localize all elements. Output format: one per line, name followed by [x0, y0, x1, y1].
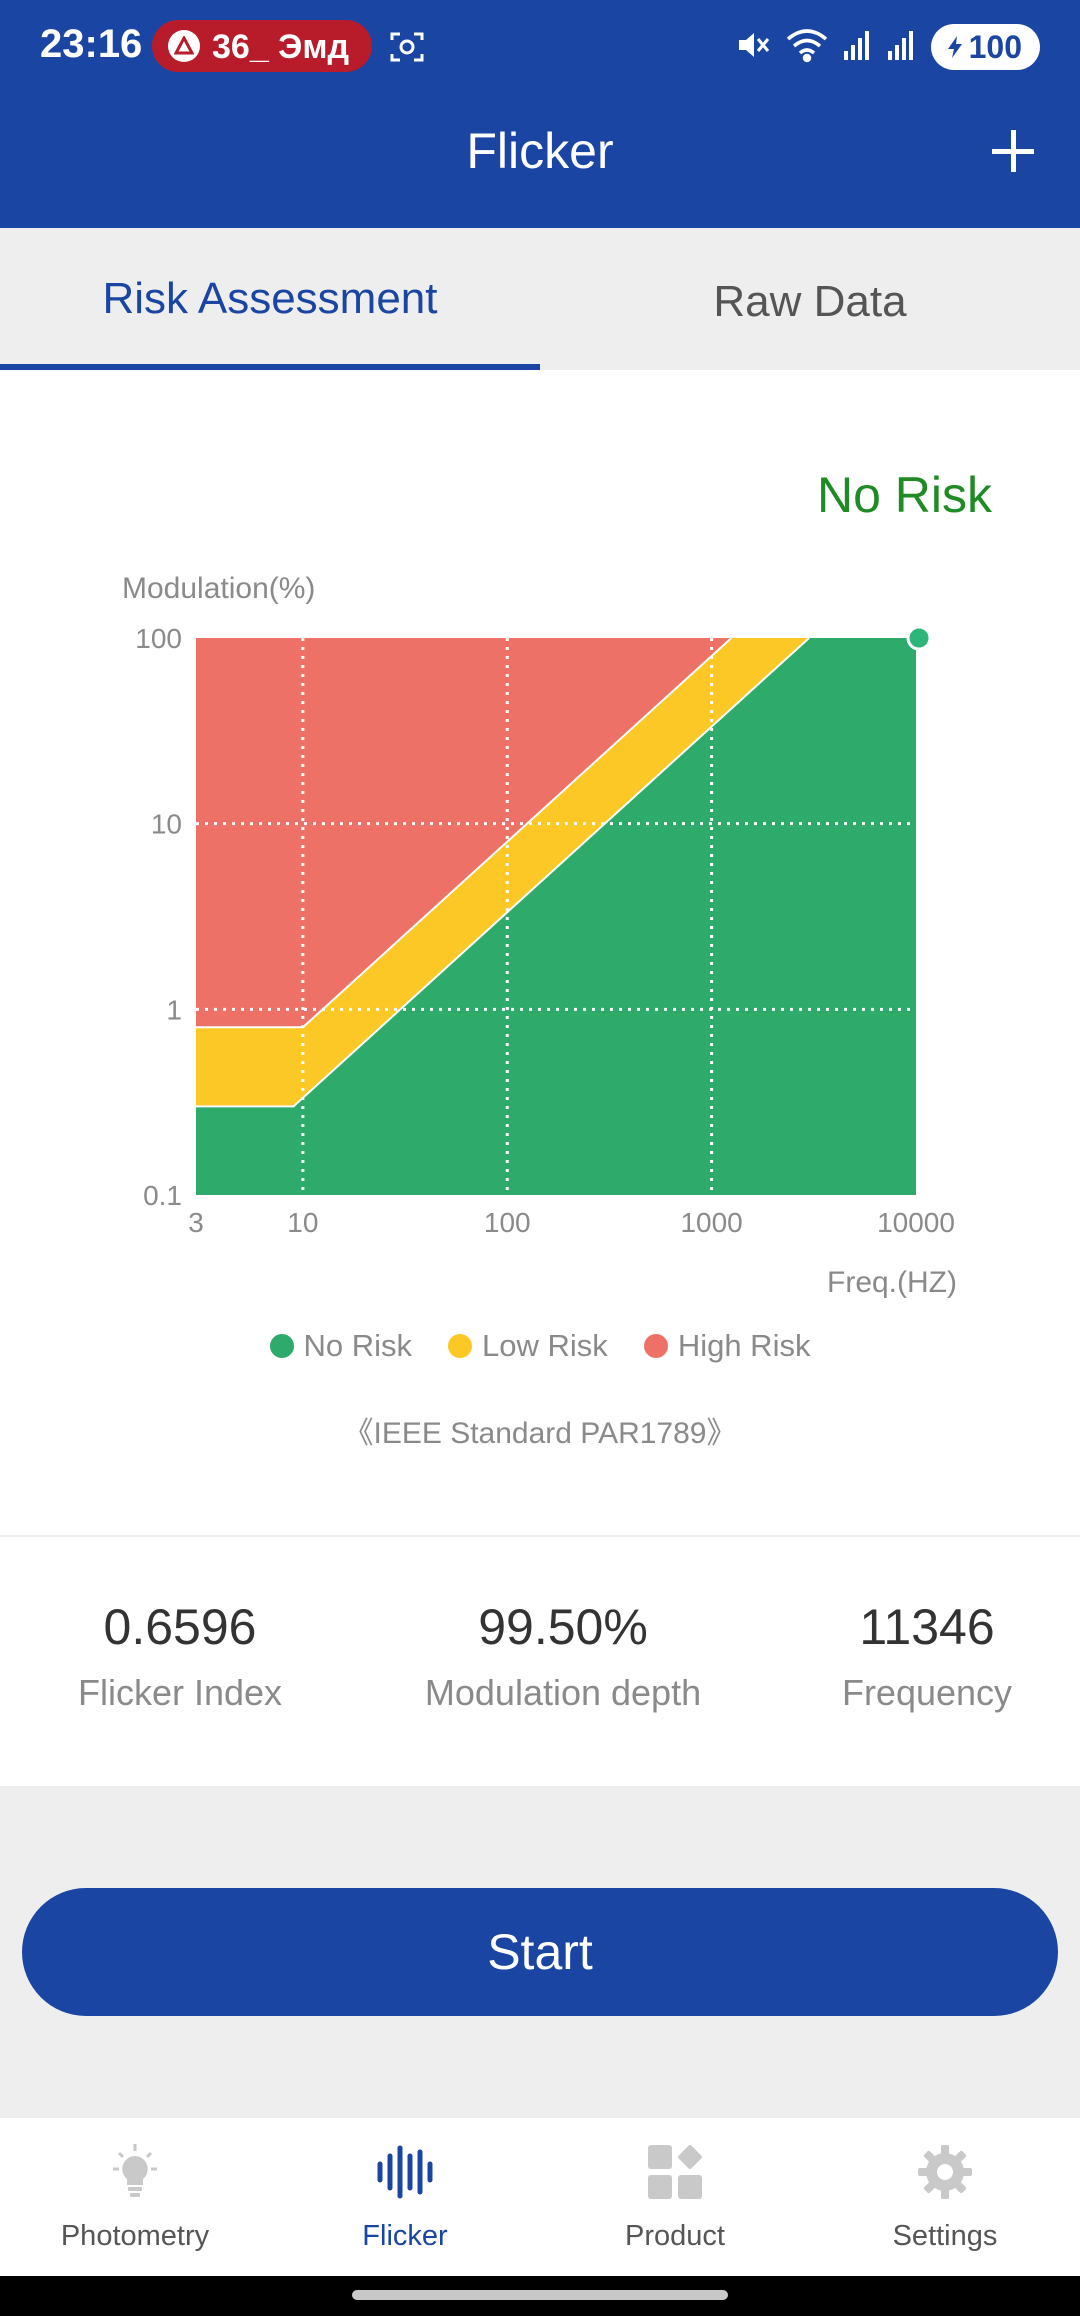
nav-product[interactable]: Product — [540, 2118, 810, 2278]
metric-value: 0.6596 — [103, 1599, 257, 1655]
grid-icon — [648, 2145, 702, 2199]
nav-label: Photometry — [60, 2220, 210, 2252]
x-tick-label: 10000 — [877, 1207, 955, 1238]
y-tick-label: 100 — [135, 623, 182, 654]
standard-note: 《IEEE Standard PAR1789》 — [343, 1417, 737, 1450]
boundary-line — [196, 637, 810, 1108]
wifi-icon — [785, 27, 829, 68]
x-tick-label: 10 — [287, 1207, 318, 1238]
signal-icon — [843, 29, 873, 66]
nav-photometry[interactable]: Photometry — [0, 2118, 270, 2278]
notification-pill[interactable]: 36_ Эмд — [152, 20, 372, 72]
y-tick-label: 0.1 — [143, 1180, 182, 1211]
metric-frequency: 11346 Frequency — [747, 1598, 1080, 1714]
x-tick-label: 1000 — [680, 1207, 742, 1238]
legend-dot — [448, 1334, 473, 1358]
legend-item-no-risk: No Risk — [269, 1328, 413, 1364]
legend-item-low-risk: Low Risk — [448, 1328, 608, 1364]
metric-label: Frequency — [841, 1672, 1013, 1713]
nav-label: Product — [625, 2220, 725, 2252]
mute-icon — [735, 27, 771, 68]
metric-value: 99.50% — [478, 1599, 648, 1655]
measured-point — [906, 625, 932, 651]
y-tick-label: 10 — [151, 809, 182, 840]
waveform-icon — [377, 2145, 433, 2199]
notification-text: 36_ Эмд — [212, 28, 350, 66]
battery-level: 100 — [968, 28, 1022, 65]
tab-raw-data[interactable]: Raw Data — [713, 277, 907, 326]
system-nav-bar — [0, 2276, 1080, 2316]
y-tick-label: 1 — [166, 994, 182, 1025]
tab-risk-assessment[interactable]: Risk Assessment — [102, 274, 438, 323]
chart-legend: No Risk Low Risk High Risk — [0, 1328, 1080, 1364]
page-title: Flicker — [466, 123, 614, 179]
risk-result: No Risk — [816, 467, 992, 523]
nav-flicker[interactable]: Flicker — [270, 2118, 540, 2278]
start-button[interactable]: Start — [22, 1888, 1058, 2016]
screenshot-icon — [388, 28, 426, 71]
legend-dot — [269, 1334, 294, 1358]
x-tick-label: 100 — [484, 1207, 531, 1238]
top-bar: 23:16 36_ Эмд — [0, 0, 1080, 228]
tab-indicator — [0, 364, 540, 370]
nav-label: Flicker — [362, 2220, 448, 2252]
legend-label: Low Risk — [482, 1328, 608, 1363]
tab-bar: Risk Assessment Raw Data — [0, 228, 1080, 370]
status-time: 23:16 — [40, 22, 143, 66]
legend-dot — [643, 1334, 668, 1358]
nav-label: Settings — [892, 2220, 998, 2252]
gear-icon — [918, 2145, 972, 2199]
legend-item-high-risk: High Risk — [643, 1328, 811, 1364]
bulb-icon — [113, 2144, 157, 2197]
x-tick-label: 3 — [188, 1207, 204, 1238]
metric-label: Modulation depth — [424, 1672, 702, 1713]
signal-icon-2 — [887, 29, 917, 66]
metric-flicker-index: 0.6596 Flicker Index — [0, 1598, 360, 1714]
bottom-navigation: Photometry Flicker Product — [0, 2116, 1080, 2278]
metric-value: 11346 — [859, 1599, 995, 1655]
region-no-risk — [196, 638, 916, 1195]
x-axis-label: Freq.(HZ) — [827, 1266, 957, 1299]
home-indicator[interactable] — [352, 2290, 728, 2300]
nav-settings[interactable]: Settings — [810, 2118, 1080, 2278]
status-bar: 23:16 36_ Эмд — [0, 0, 1080, 96]
battery-indicator: 100 — [930, 24, 1040, 70]
legend-label: No Risk — [303, 1328, 413, 1363]
legend-label: High Risk — [677, 1328, 811, 1363]
plus-icon[interactable] — [988, 126, 1038, 176]
divider — [0, 1535, 1080, 1537]
metric-modulation-depth: 99.50% Modulation depth — [383, 1598, 743, 1714]
y-axis-label: Modulation(%) — [122, 572, 315, 605]
bolt-icon — [947, 36, 962, 58]
metric-label: Flicker Index — [77, 1672, 283, 1713]
warning-icon — [168, 30, 200, 62]
